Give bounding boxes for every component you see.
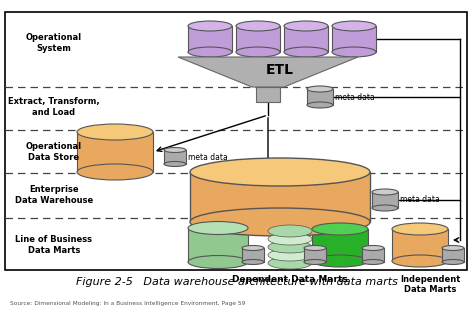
Ellipse shape [362, 260, 384, 265]
Ellipse shape [188, 21, 232, 31]
Ellipse shape [268, 249, 312, 261]
Ellipse shape [362, 245, 384, 250]
FancyBboxPatch shape [304, 248, 326, 262]
FancyBboxPatch shape [392, 229, 448, 261]
FancyBboxPatch shape [188, 26, 232, 52]
Ellipse shape [284, 47, 328, 57]
Ellipse shape [312, 255, 368, 267]
Ellipse shape [77, 124, 153, 140]
FancyBboxPatch shape [236, 26, 280, 52]
FancyBboxPatch shape [332, 26, 376, 52]
Text: Source: Dimensional Modeling: In a Business Intelligence Environment, Page 59: Source: Dimensional Modeling: In a Busin… [10, 301, 246, 306]
Ellipse shape [392, 255, 448, 267]
Ellipse shape [372, 205, 398, 211]
Ellipse shape [442, 245, 464, 250]
Ellipse shape [268, 257, 312, 269]
Text: Operational
System: Operational System [26, 33, 82, 53]
Ellipse shape [236, 21, 280, 31]
FancyBboxPatch shape [242, 248, 264, 262]
Ellipse shape [188, 47, 232, 57]
Ellipse shape [188, 221, 248, 234]
Ellipse shape [307, 102, 333, 108]
Ellipse shape [392, 223, 448, 235]
Polygon shape [178, 57, 358, 87]
Ellipse shape [164, 147, 186, 152]
FancyBboxPatch shape [188, 228, 248, 262]
Ellipse shape [372, 189, 398, 195]
Ellipse shape [307, 86, 333, 92]
FancyBboxPatch shape [442, 248, 464, 262]
Ellipse shape [190, 158, 370, 186]
Ellipse shape [164, 162, 186, 167]
FancyBboxPatch shape [372, 192, 398, 208]
Ellipse shape [242, 245, 264, 250]
FancyBboxPatch shape [307, 89, 333, 105]
Ellipse shape [268, 233, 312, 245]
Text: ETL: ETL [266, 63, 294, 77]
FancyBboxPatch shape [190, 172, 370, 222]
Ellipse shape [242, 260, 264, 265]
Text: meta data: meta data [335, 93, 375, 101]
Ellipse shape [304, 260, 326, 265]
Ellipse shape [77, 164, 153, 180]
Ellipse shape [442, 260, 464, 265]
Text: Dependent Data Marts: Dependent Data Marts [232, 275, 348, 284]
Text: Line of Business
Data Marts: Line of Business Data Marts [16, 235, 92, 255]
FancyBboxPatch shape [284, 26, 328, 52]
FancyBboxPatch shape [256, 87, 280, 102]
FancyBboxPatch shape [5, 12, 467, 270]
FancyBboxPatch shape [362, 248, 384, 262]
Text: Extract, Transform,
and Load: Extract, Transform, and Load [8, 97, 100, 117]
Text: meta data: meta data [400, 196, 440, 204]
Ellipse shape [188, 255, 248, 268]
Ellipse shape [268, 225, 312, 237]
Text: Operational
Data Store: Operational Data Store [26, 142, 82, 162]
Ellipse shape [284, 21, 328, 31]
FancyBboxPatch shape [164, 150, 186, 164]
Text: Enterprise
Data Warehouse: Enterprise Data Warehouse [15, 185, 93, 205]
Text: meta data: meta data [188, 152, 228, 162]
FancyBboxPatch shape [77, 132, 153, 172]
Ellipse shape [312, 223, 368, 235]
Text: Independent
Data Marts: Independent Data Marts [400, 275, 460, 295]
Ellipse shape [332, 21, 376, 31]
Ellipse shape [268, 241, 312, 253]
Ellipse shape [190, 208, 370, 236]
Ellipse shape [332, 47, 376, 57]
FancyBboxPatch shape [312, 229, 368, 261]
Text: Figure 2-5   Data warehouse architecture with data marts: Figure 2-5 Data warehouse architecture w… [76, 277, 398, 287]
Ellipse shape [236, 47, 280, 57]
Ellipse shape [304, 245, 326, 250]
